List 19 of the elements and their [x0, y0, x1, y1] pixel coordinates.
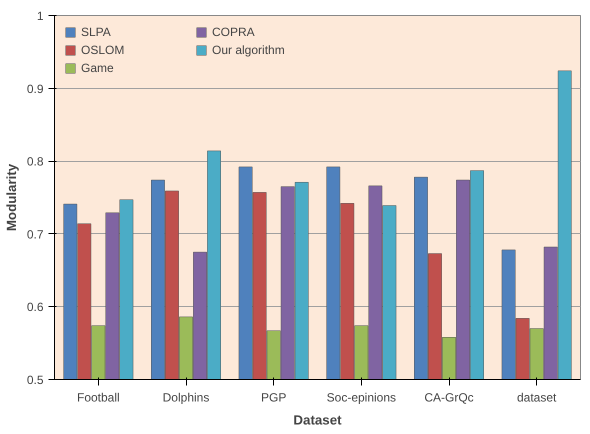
y-tick-label: 0.7: [26, 227, 44, 242]
x-tick-label: Dolphins: [162, 390, 210, 404]
y-axis-title: Modularity: [4, 163, 19, 232]
x-tick-label: PGP: [260, 390, 286, 404]
x-tick-label: Soc-epinions: [326, 390, 396, 404]
legend-label: SLPA: [81, 25, 112, 39]
y-tick-label: 0.8: [26, 154, 44, 169]
y-tick-label: 0.6: [26, 300, 44, 314]
x-tick-label: CA-GrQc: [424, 390, 474, 404]
x-tick-label: Football: [76, 390, 120, 404]
x-axis-title: Dataset: [293, 412, 342, 428]
y-tick-label: 0.9: [26, 82, 44, 96]
y-tick-label: 1: [36, 9, 44, 23]
y-tick-label: 0.5: [26, 373, 44, 387]
legend-label: COPRA: [212, 25, 256, 39]
legend-label: Game: [81, 61, 115, 75]
legend-label: Our algorithm: [212, 43, 286, 57]
legend-label: OSLOM: [81, 43, 126, 57]
x-tick-label: dataset: [516, 390, 558, 404]
